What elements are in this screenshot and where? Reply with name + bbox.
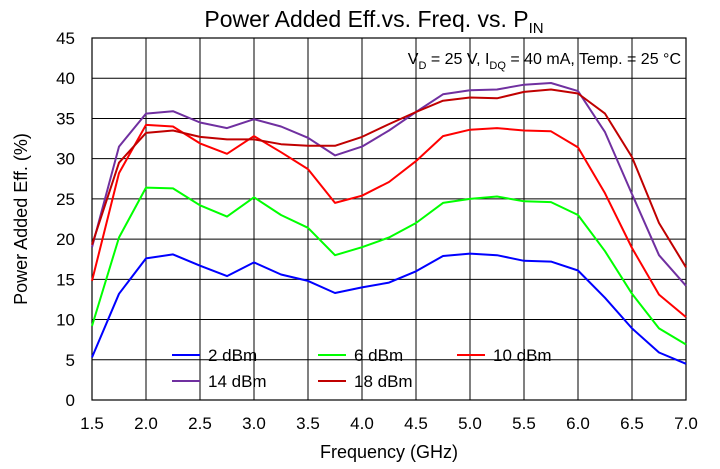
legend: 2 dBm 6 dBm 10 dBm 14 dBm 18 dBm (172, 346, 552, 391)
y-tick-label: 25 (56, 190, 75, 209)
legend-label: 18 dBm (354, 372, 413, 391)
x-tick-label: 5.5 (512, 414, 536, 433)
x-tick-label: 4.5 (404, 414, 428, 433)
plot-frame (91, 37, 687, 401)
y-tick-label: 20 (56, 230, 75, 249)
legend-label: 14 dBm (208, 372, 267, 391)
x-tick-label: 3.5 (296, 414, 320, 433)
legend-item: 10 dBm (457, 346, 552, 365)
x-tick-label: 7.0 (674, 414, 698, 433)
x-tick-label: 2.0 (134, 414, 158, 433)
legend-item: 6 dBm (318, 346, 403, 365)
chart-title: Power Added Eff.vs. Freq. vs. PIN (204, 6, 543, 37)
y-tick-label: 15 (56, 270, 75, 289)
y-axis-label: Power Added Eff. (%) (11, 133, 31, 305)
y-tick-label: 35 (56, 109, 75, 128)
legend-item: 18 dBm (318, 372, 413, 391)
x-tick-label: 4.0 (350, 414, 374, 433)
x-tick-label: 6.0 (566, 414, 590, 433)
y-tick-label: 5 (66, 351, 75, 370)
series-line-10-dbm (91, 123, 687, 318)
x-tick-label: 3.0 (242, 414, 266, 433)
y-tick-label: 30 (56, 150, 75, 169)
y-tick-labels: 0 5 10 15 20 25 30 35 40 45 (56, 29, 75, 410)
legend-item: 14 dBm (172, 372, 267, 391)
y-tick-label: 10 (56, 311, 75, 330)
x-axis-label: Frequency (GHz) (320, 442, 458, 462)
y-tick-label: 45 (56, 29, 75, 48)
x-tick-label: 2.5 (188, 414, 212, 433)
series-line-6-dbm (91, 186, 687, 346)
y-tick-label: 40 (56, 69, 75, 88)
x-tick-labels: 1.5 2.0 2.5 3.0 3.5 4.0 4.5 5.0 5.5 6.0 6.5 7.0 (80, 414, 698, 433)
series-line-14-dbm (91, 82, 687, 287)
series-lines (91, 82, 687, 365)
legend-item: 2 dBm (172, 346, 257, 365)
chart-title-main: Power Added Eff.vs. Freq. vs. P (204, 6, 528, 32)
legend-label: 10 dBm (493, 346, 552, 365)
x-tick-label: 1.5 (80, 414, 104, 433)
x-tick-label: 6.5 (620, 414, 644, 433)
y-tick-label: 0 (66, 391, 75, 410)
series-line-2-dbm (91, 252, 687, 365)
chart-title-subscript: IN (529, 20, 544, 37)
annotation-conditions: VD = 25 V, IDQ = 40 mA, Temp. = 25 °C (408, 51, 681, 72)
series-line-18-dbm (91, 88, 687, 268)
x-tick-label: 5.0 (458, 414, 482, 433)
legend-label: 2 dBm (208, 346, 257, 365)
legend-label: 6 dBm (354, 346, 403, 365)
